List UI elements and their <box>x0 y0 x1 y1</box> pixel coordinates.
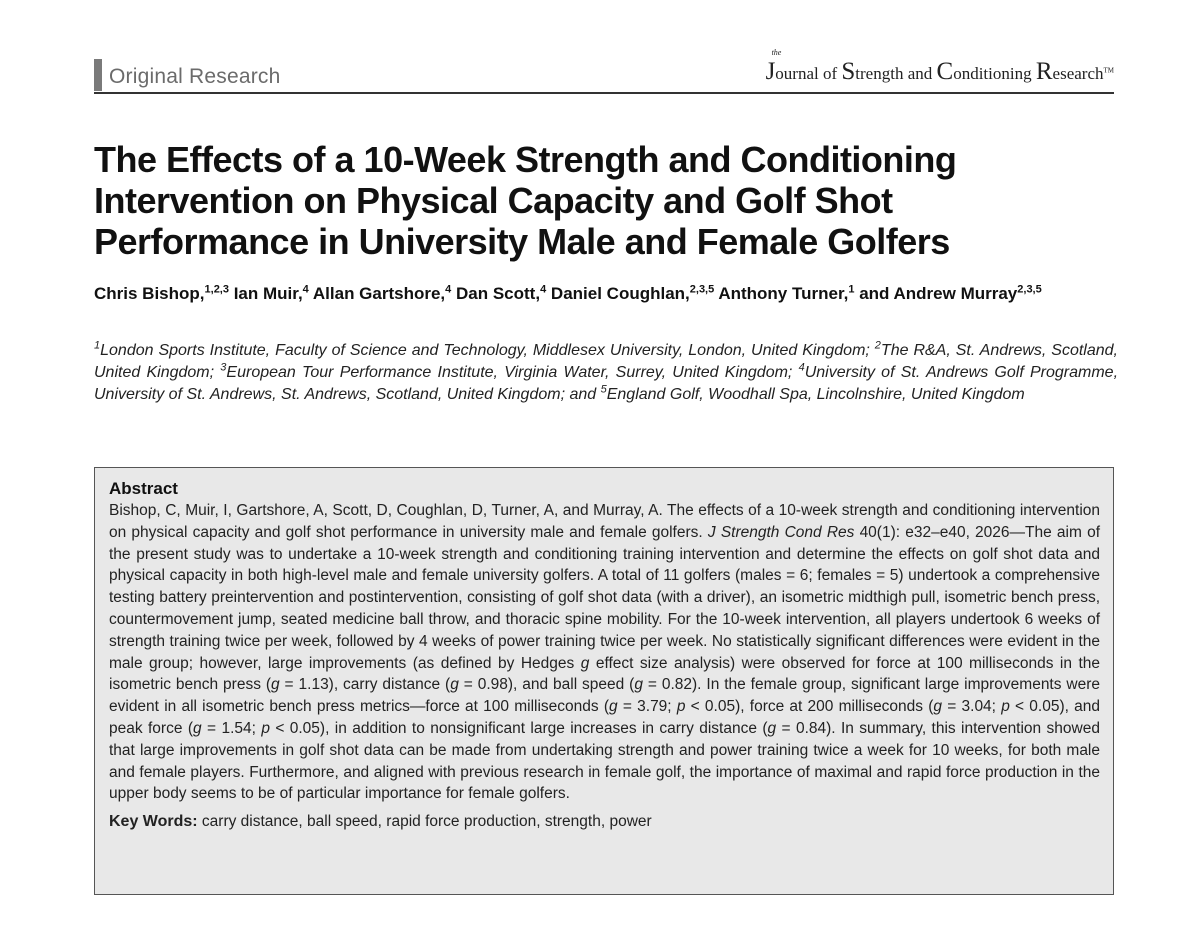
affiliations: 1London Sports Institute, Faculty of Sci… <box>94 340 1118 406</box>
author-name: Anthony Turner, <box>714 284 849 303</box>
author-affiliation-number: 2,3,5 <box>689 283 715 296</box>
affiliation-text: European Tour Performance Institute, Vir… <box>226 364 799 381</box>
section-marker-bar <box>94 59 102 91</box>
journal-logo-trademark: TM <box>1103 66 1115 75</box>
affiliation-number: 5 <box>600 383 607 396</box>
abstract-text-segment: < 0.05), and peak force ( <box>109 698 1100 737</box>
author-name: Chris Bishop, <box>94 284 205 303</box>
keywords: Key Words: carry distance, ball speed, r… <box>109 811 1100 833</box>
journal-logo-part: J <box>765 58 776 85</box>
author-name: and Andrew Murray <box>854 284 1018 303</box>
abstract-italic-segment: p <box>261 719 270 737</box>
abstract-italic-segment: p <box>1001 698 1010 716</box>
journal-logo-part: S <box>841 58 856 85</box>
abstract-italic-segment: g <box>609 698 618 716</box>
abstract-text-segment: = 0.98), and ball speed ( <box>458 676 635 694</box>
title-line: Intervention on Physical Capacity and Go… <box>94 180 893 221</box>
abstract-text-segment: = 1.54; <box>201 719 262 737</box>
abstract-text-segment: effect size analysis) were observed for … <box>109 654 1100 694</box>
abstract-heading: Abstract <box>109 479 178 498</box>
abstract-italic-segment: g <box>580 654 590 672</box>
abstract-italic-segment: g <box>933 698 943 716</box>
author-name: Allan Gartshore, <box>308 284 446 303</box>
author-affiliation-number: 2,3,5 <box>1017 283 1042 296</box>
author-name: Ian Muir, <box>228 284 303 303</box>
abstract-italic-segment: g <box>634 676 643 694</box>
journal-logo-title: Journal of Strength and Conditioning Res… <box>766 58 1104 85</box>
abstract-text-segment: = 3.04; <box>942 698 1002 716</box>
affiliation-number: 2 <box>874 339 881 352</box>
journal-logo-part: onditioning <box>953 64 1036 83</box>
author-affiliation-number: 1,2,3 <box>204 283 229 296</box>
journal-logo-part: ournal of <box>775 64 842 83</box>
abstract-text: Bishop, C, Muir, I, Gartshore, A, Scott,… <box>109 500 1100 805</box>
affiliation-number: 4 <box>798 361 805 374</box>
abstract-italic-segment: J Strength Cond Res <box>707 523 855 541</box>
abstract-italic-segment: g <box>271 676 280 694</box>
abstract-text-segment: = 0.84). In summary, this intervention s… <box>109 719 1100 803</box>
journal-logo-part: R <box>1035 58 1053 85</box>
abstract-italic-segment: g <box>767 719 777 737</box>
journal-logo-part: esearch <box>1052 64 1104 83</box>
keywords-list: carry distance, ball speed, rapid force … <box>201 813 652 831</box>
author-affiliation-number: 4 <box>302 283 309 296</box>
abstract-italic-segment: g <box>450 676 459 694</box>
author-name: Dan Scott, <box>451 284 541 303</box>
author-list: Chris Bishop,1,2,3 Ian Muir,4 Allan Gart… <box>94 282 1124 306</box>
affiliation-text: England Golf, Woodhall Spa, Lincolnshire… <box>606 386 1025 403</box>
author-affiliation-number: 4 <box>445 283 452 296</box>
author-affiliation-number: 1 <box>848 283 855 296</box>
affiliation-number: 3 <box>220 361 227 374</box>
abstract-italic-segment: g <box>193 719 202 737</box>
affiliation-number: 1 <box>94 339 101 352</box>
page-header: Original Research the Journal of Strengt… <box>94 48 1115 94</box>
author-affiliation-number: 4 <box>540 283 547 296</box>
abstract-box: Abstract Bishop, C, Muir, I, Gartshore, … <box>94 467 1114 895</box>
affiliation-text: London Sports Institute, Faculty of Scie… <box>100 342 875 359</box>
author-name: Daniel Coughlan, <box>546 284 690 303</box>
article-title: The Effects of a 10-Week Strength and Co… <box>94 139 1134 262</box>
journal-logo-part: trength and <box>855 64 937 83</box>
title-line: Performance in University Male and Femal… <box>94 221 950 262</box>
affiliation-text: The R&A, St. Andrews, Scotland, United K… <box>94 342 1118 381</box>
keywords-label: Key Words: <box>109 813 198 831</box>
section-label: Original Research <box>109 65 281 88</box>
affiliation-text: University of St. Andrews Golf Programme… <box>94 364 1119 403</box>
title-line: The Effects of a 10-Week Strength and Co… <box>94 139 957 180</box>
journal-logo-the: the <box>771 48 782 57</box>
abstract-text-segment: = 0.82). In the female group, significan… <box>109 676 1100 716</box>
journal-logo-part: C <box>936 58 954 85</box>
abstract-text-segment: 40(1): e32–e40, 2026—The aim of the pres… <box>109 523 1101 672</box>
abstract-italic-segment: p <box>676 698 686 716</box>
abstract-text-segment: < 0.05), in addition to nonsignificant l… <box>269 719 768 737</box>
abstract-text-segment: < 0.05), force at 200 milliseconds ( <box>685 698 934 716</box>
abstract-text-segment: = 1.13), carry distance ( <box>279 676 451 694</box>
abstract-text-segment: = 3.79; <box>617 698 677 716</box>
journal-logo: the Journal of Strength and Conditioning… <box>766 48 1115 86</box>
abstract-text-segment: Bishop, C, Muir, I, Gartshore, A, Scott,… <box>109 502 1100 541</box>
